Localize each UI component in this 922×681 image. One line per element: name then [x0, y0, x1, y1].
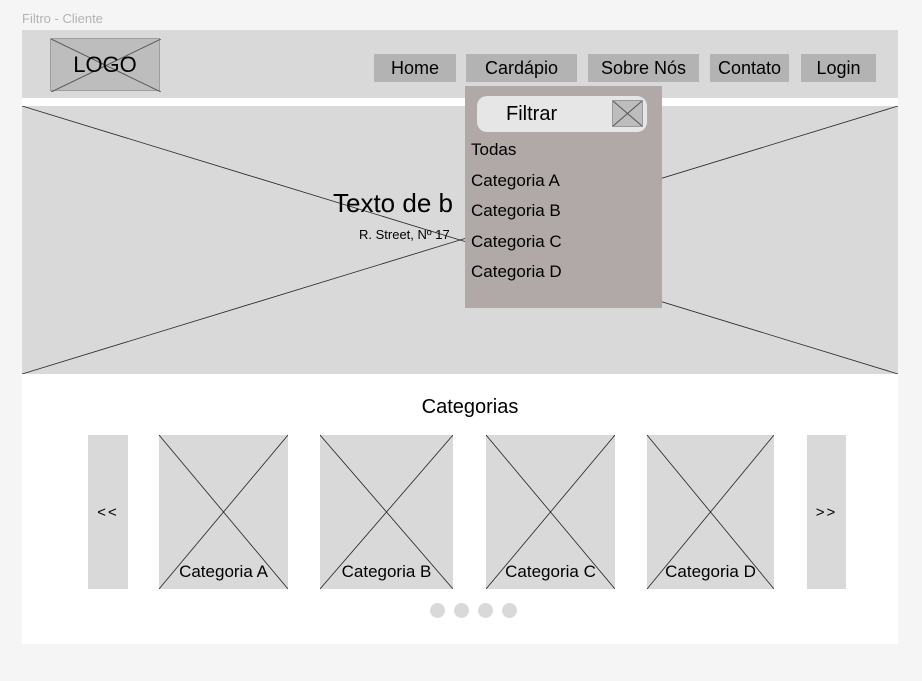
category-card-label: Categoria B [341, 562, 432, 581]
page: LOGO Home Cardápio Sobre Nós Contato Log… [22, 30, 898, 644]
logo[interactable]: LOGO [50, 38, 161, 92]
filter-option-categoria-c[interactable]: Categoria C [471, 232, 562, 251]
logo-placeholder-icon [51, 39, 161, 92]
carousel-next-button[interactable]: >> [807, 435, 846, 589]
nav-cardapio-button[interactable]: Cardápio [466, 54, 577, 82]
carousel-dot-4[interactable] [502, 603, 517, 618]
hero-banner: Texto de b R. Street, Nº 17 [22, 106, 898, 374]
logo-text: LOGO [73, 51, 137, 77]
filter-label: Filtrar [506, 103, 558, 125]
frame-label: Filtro - Cliente [22, 11, 103, 26]
nav-home-button[interactable]: Home [374, 54, 456, 82]
category-card-d[interactable]: Categoria D [647, 435, 774, 589]
filter-dropdown: Filtrar Todas Categoria A Categoria B Ca… [465, 86, 662, 308]
carousel-dot-1[interactable] [430, 603, 445, 618]
category-card-label: Categoria A [179, 562, 268, 581]
filter-box[interactable]: Filtrar [477, 96, 647, 132]
card-image-placeholder-icon [159, 435, 288, 589]
category-card-c[interactable]: Categoria C [486, 435, 615, 589]
filter-option-todas[interactable]: Todas [471, 140, 517, 159]
nav-login-button[interactable]: Login [801, 54, 876, 82]
hero-placeholder-icon [22, 106, 898, 374]
category-card-a[interactable]: Categoria A [159, 435, 288, 589]
nav-contato-button[interactable]: Contato [710, 54, 789, 82]
filter-image-placeholder-icon[interactable] [612, 100, 643, 127]
card-image-placeholder-icon [486, 435, 615, 589]
category-card-label: Categoria C [505, 562, 596, 581]
hero-title: Texto de b [333, 188, 453, 218]
hero-address: R. Street, Nº 17 [359, 227, 450, 242]
category-card-label: Categoria D [665, 562, 756, 581]
category-card-b[interactable]: Categoria B [320, 435, 453, 589]
filter-option-categoria-b[interactable]: Categoria B [471, 201, 561, 220]
carousel-dot-2[interactable] [454, 603, 469, 618]
filter-option-categoria-d[interactable]: Categoria D [471, 262, 562, 281]
header: LOGO Home Cardápio Sobre Nós Contato Log… [22, 30, 898, 98]
carousel-prev-button[interactable]: << [88, 435, 128, 589]
card-image-placeholder-icon [647, 435, 774, 589]
filter-option-categoria-a[interactable]: Categoria A [471, 171, 560, 190]
categories-title: Categorias [421, 396, 519, 418]
nav-sobre-nos-button[interactable]: Sobre Nós [588, 54, 699, 82]
card-image-placeholder-icon [320, 435, 453, 589]
carousel-dot-3[interactable] [478, 603, 493, 618]
